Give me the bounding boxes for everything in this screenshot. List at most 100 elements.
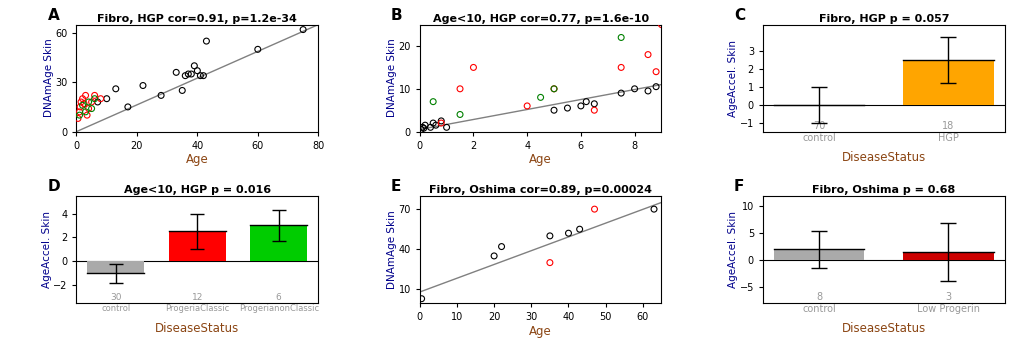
Point (559, 230, 576, 236)
Point (541, 260, 557, 265)
Point (69, 115, 86, 121)
Point (78, 112, 95, 118)
Point (451, 86, 468, 92)
Point (427, 122, 443, 128)
Point (438, 125, 454, 130)
Point (485, 253, 501, 259)
Point (578, 99, 594, 105)
Title: Fibro, Oshima p = 0.68: Fibro, Oshima p = 0.68 (811, 185, 955, 195)
Point (74, 102, 91, 108)
Text: 8: 8 (815, 292, 821, 302)
Point (586, 107, 602, 113)
Point (84, 99, 100, 105)
Title: Fibro, Oshima cor=0.89, p=0.00024: Fibro, Oshima cor=0.89, p=0.00024 (429, 185, 651, 195)
Point (571, 226, 587, 232)
Point (72, 99, 89, 105)
Point (90, 99, 106, 105)
Point (168, 70, 184, 75)
Point (425, 120, 441, 126)
Point (99, 96, 115, 101)
Y-axis label: AgeAccel. Skin: AgeAccel. Skin (728, 211, 738, 288)
Point (413, 127, 429, 132)
Point (198, 38, 214, 44)
Point (413, 296, 429, 302)
Point (519, 103, 535, 109)
Bar (903, 252, 993, 260)
Point (84, 106, 100, 111)
Point (119, 104, 136, 110)
Point (433, 120, 449, 126)
Point (72, 104, 89, 110)
Text: ProgerianonClassic: ProgerianonClassic (238, 304, 319, 313)
Point (108, 86, 124, 92)
Point (647, 69, 663, 75)
Point (612, 34, 629, 40)
Text: 12: 12 (192, 293, 203, 302)
Title: Fibro, HGP cor=0.91, p=1.2e-34: Fibro, HGP cor=0.91, p=1.2e-34 (98, 14, 297, 24)
Text: control: control (802, 304, 836, 314)
Text: E: E (390, 178, 400, 194)
Point (639, 52, 655, 57)
Point (77, 109, 94, 115)
X-axis label: Age: Age (185, 153, 209, 166)
Point (572, 103, 588, 109)
Point (612, 90, 629, 96)
Point (545, 86, 561, 92)
Point (626, 86, 642, 92)
Point (493, 244, 510, 249)
Point (87, 93, 103, 98)
Point (153, 93, 169, 98)
Text: 18: 18 (942, 121, 954, 131)
Point (451, 112, 468, 117)
Point (186, 63, 203, 69)
Bar (773, 249, 864, 260)
Point (192, 73, 208, 78)
Y-axis label: AgeAccel. Skin: AgeAccel. Skin (42, 211, 52, 288)
Point (81, 106, 97, 111)
Point (425, 99, 441, 105)
Text: ProgeriaClassic: ProgeriaClassic (165, 304, 229, 313)
Point (93, 96, 109, 101)
Y-axis label: DNAmAge Skin: DNAmAge Skin (386, 39, 396, 118)
Point (135, 83, 151, 88)
Title: Age<10, HGP cor=0.77, p=1.6e-10: Age<10, HGP cor=0.77, p=1.6e-10 (432, 14, 648, 24)
Point (81, 99, 97, 105)
Text: B: B (390, 7, 401, 23)
Point (612, 65, 629, 70)
Point (195, 73, 211, 78)
Point (177, 73, 194, 78)
Text: control: control (101, 304, 130, 313)
Point (71, 112, 88, 118)
Point (545, 86, 561, 92)
Point (433, 118, 449, 124)
Text: HGP: HGP (937, 133, 958, 143)
X-axis label: Age: Age (529, 153, 551, 166)
Point (645, 206, 661, 212)
Title: Age<10, HGP p = 0.016: Age<10, HGP p = 0.016 (123, 185, 271, 195)
Text: 70: 70 (812, 121, 824, 131)
Point (180, 71, 197, 77)
Point (532, 95, 548, 100)
Point (417, 122, 433, 128)
Text: A: A (48, 7, 59, 23)
X-axis label: DiseaseStatus: DiseaseStatus (841, 322, 925, 335)
X-axis label: Age: Age (529, 325, 551, 338)
Text: 6: 6 (275, 293, 281, 302)
Point (586, 101, 602, 107)
Point (465, 65, 481, 70)
X-axis label: DiseaseStatus: DiseaseStatus (155, 322, 239, 335)
Point (647, 84, 663, 89)
Y-axis label: DNAmAge Skin: DNAmAge Skin (44, 39, 54, 118)
Text: 3: 3 (945, 292, 951, 302)
Text: F: F (734, 178, 744, 194)
Point (77, 93, 94, 98)
Point (174, 88, 191, 93)
Point (183, 71, 200, 77)
Point (71, 109, 88, 115)
Point (639, 88, 655, 94)
Point (541, 233, 557, 239)
Y-axis label: DNAmAge Skin: DNAmAge Skin (386, 210, 396, 289)
Point (294, 27, 311, 32)
Text: Low Progerin: Low Progerin (916, 304, 979, 314)
Point (87, 96, 103, 101)
